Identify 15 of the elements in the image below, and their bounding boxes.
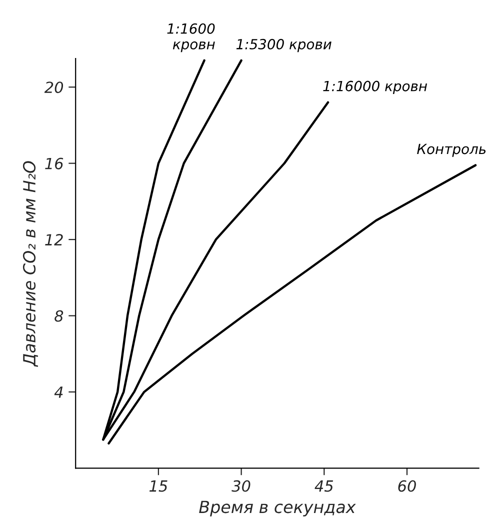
x-tick-label: 60	[398, 480, 416, 492]
series-label: 1:16000 кровн	[323, 80, 428, 94]
y-tick-label: 8	[54, 310, 64, 322]
y-tick-label: 4	[54, 386, 63, 398]
y-tick-label: 20	[44, 82, 64, 94]
series-label: Контроль	[417, 144, 486, 157]
y-tick-label: 16	[45, 158, 64, 170]
x-tick-label: 30	[232, 480, 250, 492]
x-tick-label: 45	[314, 480, 334, 492]
y-tick-label: 12	[45, 234, 63, 246]
y-axis-title: Давление CO₂ в мм H₂O	[22, 161, 38, 367]
x-tick-label: 15	[149, 480, 168, 492]
x-axis-title: Время в секундах	[199, 500, 356, 516]
series-label: 1:5300 крови	[236, 38, 332, 52]
series-label: 1:1600 кровн	[167, 23, 215, 52]
